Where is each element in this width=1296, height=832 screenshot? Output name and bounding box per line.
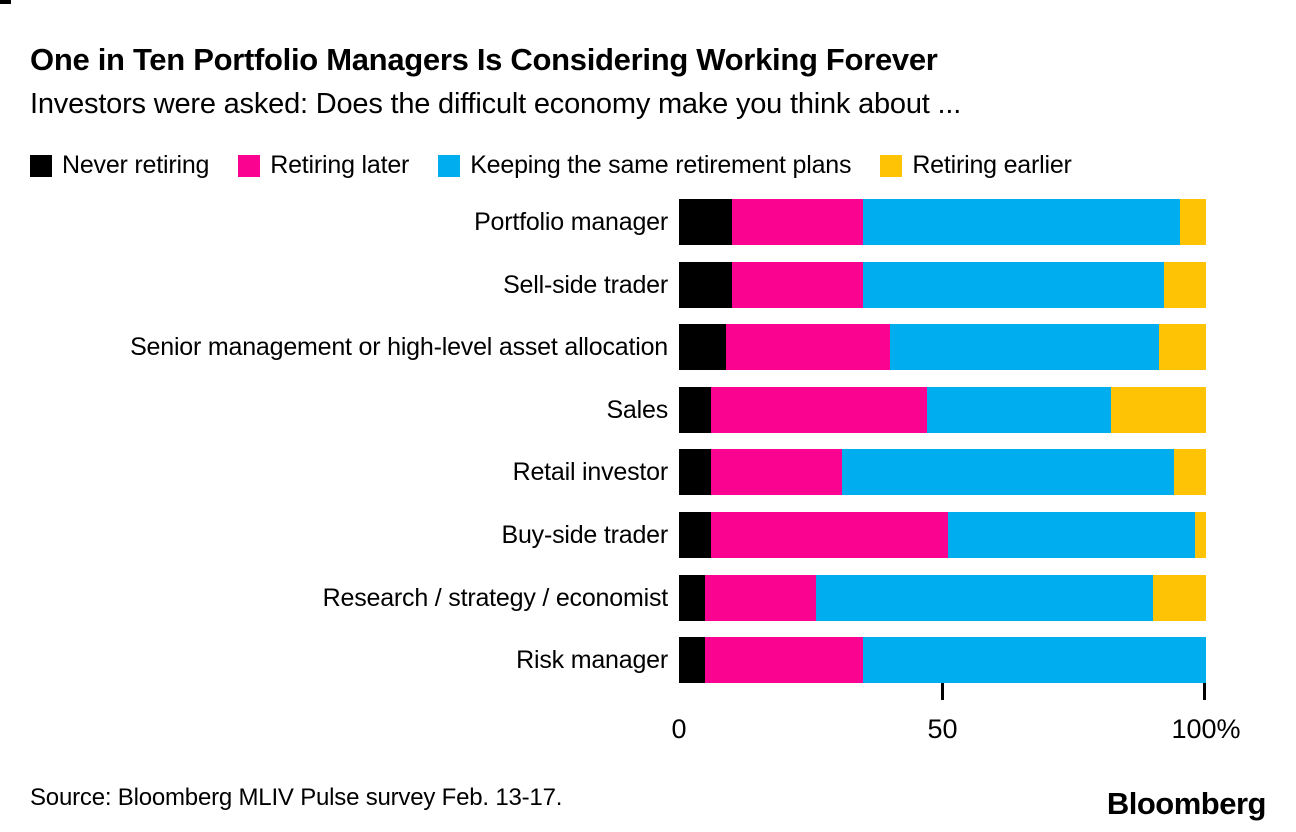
bar-segment-retiring-earlier xyxy=(1174,449,1206,496)
axis-label-50: 50 xyxy=(927,714,958,744)
x-axis xyxy=(679,683,1206,700)
legend-item-label: Retiring earlier xyxy=(912,151,1072,179)
bar-segment-retiring-later xyxy=(710,386,927,433)
chart-row-sales: Sales xyxy=(0,386,1296,433)
corner-mark xyxy=(0,0,11,4)
bar-segment-keeping-the-same-retirement-plans xyxy=(816,574,1154,621)
bar-segment-retiring-later xyxy=(710,449,843,496)
bar-segment-never-retiring xyxy=(679,449,711,496)
bar-segment-retiring-later xyxy=(731,261,864,308)
bar-segment-retiring-earlier xyxy=(1195,511,1206,558)
legend-swatch-icon xyxy=(238,154,261,177)
bar-segment-never-retiring xyxy=(679,199,732,245)
bar-segment-retiring-later xyxy=(710,511,948,558)
source-line: Source: Bloomberg MLIV Pulse survey Feb.… xyxy=(30,784,563,811)
bar-segment-retiring-earlier xyxy=(1153,574,1206,621)
category-label: Buy-side trader xyxy=(501,520,668,549)
stacked-bar xyxy=(679,574,1206,621)
bar-segment-retiring-earlier xyxy=(1158,324,1206,371)
x-axis-labels: 0 50 100% xyxy=(671,714,1240,748)
legend-item-label: Retiring later xyxy=(270,151,410,179)
stacked-bar xyxy=(679,324,1206,371)
chart-row-portfolio-manager: Portfolio manager xyxy=(0,199,1296,245)
legend-item-never-retiring: Never retiring xyxy=(30,151,209,180)
chart-subtitle: Investors were asked: Does the difficult… xyxy=(30,88,962,120)
bar-segment-never-retiring xyxy=(679,324,727,371)
bar-segment-retiring-later xyxy=(731,199,864,245)
chart-row-buy-side-trader: Buy-side trader xyxy=(0,511,1296,558)
legend-swatch-icon xyxy=(30,154,52,177)
bar-segment-retiring-earlier xyxy=(1111,386,1206,433)
legend-item-retiring-earlier: Retiring earlier xyxy=(880,151,1072,180)
bar-segment-retiring-earlier xyxy=(1163,261,1206,308)
category-label: Portfolio manager xyxy=(474,208,668,236)
bar-segment-keeping-the-same-retirement-plans xyxy=(842,449,1175,496)
bar-segment-retiring-later xyxy=(705,574,816,621)
bar-segment-retiring-later xyxy=(705,637,864,684)
legend-item-keeping-the-same-retirement-plans: Keeping the same retirement plans xyxy=(438,151,852,180)
bar-segment-keeping-the-same-retirement-plans xyxy=(863,199,1180,245)
chart-row-retail-investor: Retail investor xyxy=(0,449,1296,496)
legend-item-label: Never retiring xyxy=(62,151,210,179)
legend-swatch-icon xyxy=(880,154,903,177)
axis-tick-100 xyxy=(1203,683,1206,700)
bar-segment-keeping-the-same-retirement-plans xyxy=(926,386,1112,433)
bar-segment-never-retiring xyxy=(679,386,711,433)
chart-row-senior-management-or-high-level-asset-allocation: Senior management or high-level asset al… xyxy=(0,324,1296,371)
category-label: Risk manager xyxy=(516,646,668,675)
stacked-bar xyxy=(679,261,1206,308)
bar-segment-never-retiring xyxy=(679,261,732,308)
chart-row-risk-manager: Risk manager xyxy=(0,637,1296,684)
category-label: Sell-side trader xyxy=(503,270,668,299)
bar-segment-never-retiring xyxy=(679,637,706,684)
bar-segment-retiring-earlier xyxy=(1179,199,1206,245)
stacked-bar xyxy=(679,199,1206,245)
legend: Never retiring Retiring later Keeping the … xyxy=(30,151,1072,180)
axis-tick-50 xyxy=(941,683,944,700)
bloomberg-logo: Bloomberg xyxy=(1106,786,1267,821)
bar-segment-keeping-the-same-retirement-plans xyxy=(863,637,1206,684)
bar-segment-never-retiring xyxy=(679,511,711,558)
axis-label-100: 100% xyxy=(1171,714,1241,744)
stacked-bar xyxy=(679,449,1206,496)
category-label: Retail investor xyxy=(512,458,669,487)
category-label: Sales xyxy=(606,395,668,424)
bar-segment-retiring-later xyxy=(726,324,890,371)
category-label: Research / strategy / economist xyxy=(322,583,669,612)
legend-item-label: Keeping the same retirement plans xyxy=(470,151,852,179)
chart-title: One in Ten Portfolio Managers Is Conside… xyxy=(30,42,938,77)
legend-swatch-icon xyxy=(438,154,461,177)
bar-segment-keeping-the-same-retirement-plans xyxy=(947,511,1196,558)
chart-row-sell-side-trader: Sell-side trader xyxy=(0,261,1296,308)
legend-item-retiring-later: Retiring later xyxy=(238,151,409,180)
bar-segment-keeping-the-same-retirement-plans xyxy=(863,261,1164,308)
category-label: Senior management or high-level asset al… xyxy=(130,333,668,362)
chart-row-research-strategy-economist: Research / strategy / economist xyxy=(0,574,1296,621)
axis-label-0: 0 xyxy=(671,714,687,744)
stacked-bar xyxy=(679,386,1206,433)
bar-segment-never-retiring xyxy=(679,574,706,621)
chart-rows: Portfolio manager Sell-side trader Senior … xyxy=(0,199,1296,684)
stacked-bar xyxy=(679,637,1206,684)
stacked-bar xyxy=(679,511,1206,558)
bar-segment-keeping-the-same-retirement-plans xyxy=(889,324,1159,371)
